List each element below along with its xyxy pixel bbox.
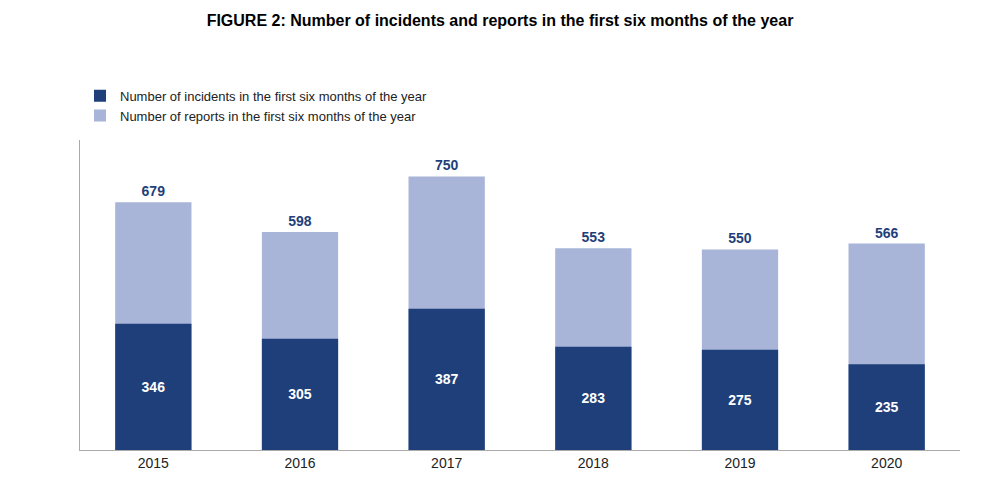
svg-text:750: 750 [435, 157, 459, 173]
svg-text:235: 235 [875, 399, 899, 415]
svg-text:2016: 2016 [284, 455, 315, 471]
svg-text:305: 305 [288, 386, 312, 402]
svg-text:2017: 2017 [431, 455, 462, 471]
svg-text:Number of reports in the first: Number of reports in the first six month… [120, 109, 416, 124]
svg-text:2018: 2018 [578, 455, 609, 471]
svg-text:679: 679 [142, 183, 166, 199]
svg-text:598: 598 [288, 213, 312, 229]
svg-text:550: 550 [728, 230, 752, 246]
svg-text:FIGURE 2: Number of incidents: FIGURE 2: Number of incidents and report… [207, 12, 794, 29]
svg-text:275: 275 [728, 392, 752, 408]
svg-text:283: 283 [582, 390, 606, 406]
svg-text:553: 553 [582, 229, 606, 245]
svg-text:2019: 2019 [724, 455, 755, 471]
svg-text:387: 387 [435, 371, 459, 387]
svg-text:2015: 2015 [138, 455, 169, 471]
svg-text:346: 346 [142, 379, 166, 395]
svg-text:2020: 2020 [871, 455, 902, 471]
svg-text:Number of incidents in the fir: Number of incidents in the first six mon… [120, 89, 427, 104]
svg-text:566: 566 [875, 225, 899, 241]
